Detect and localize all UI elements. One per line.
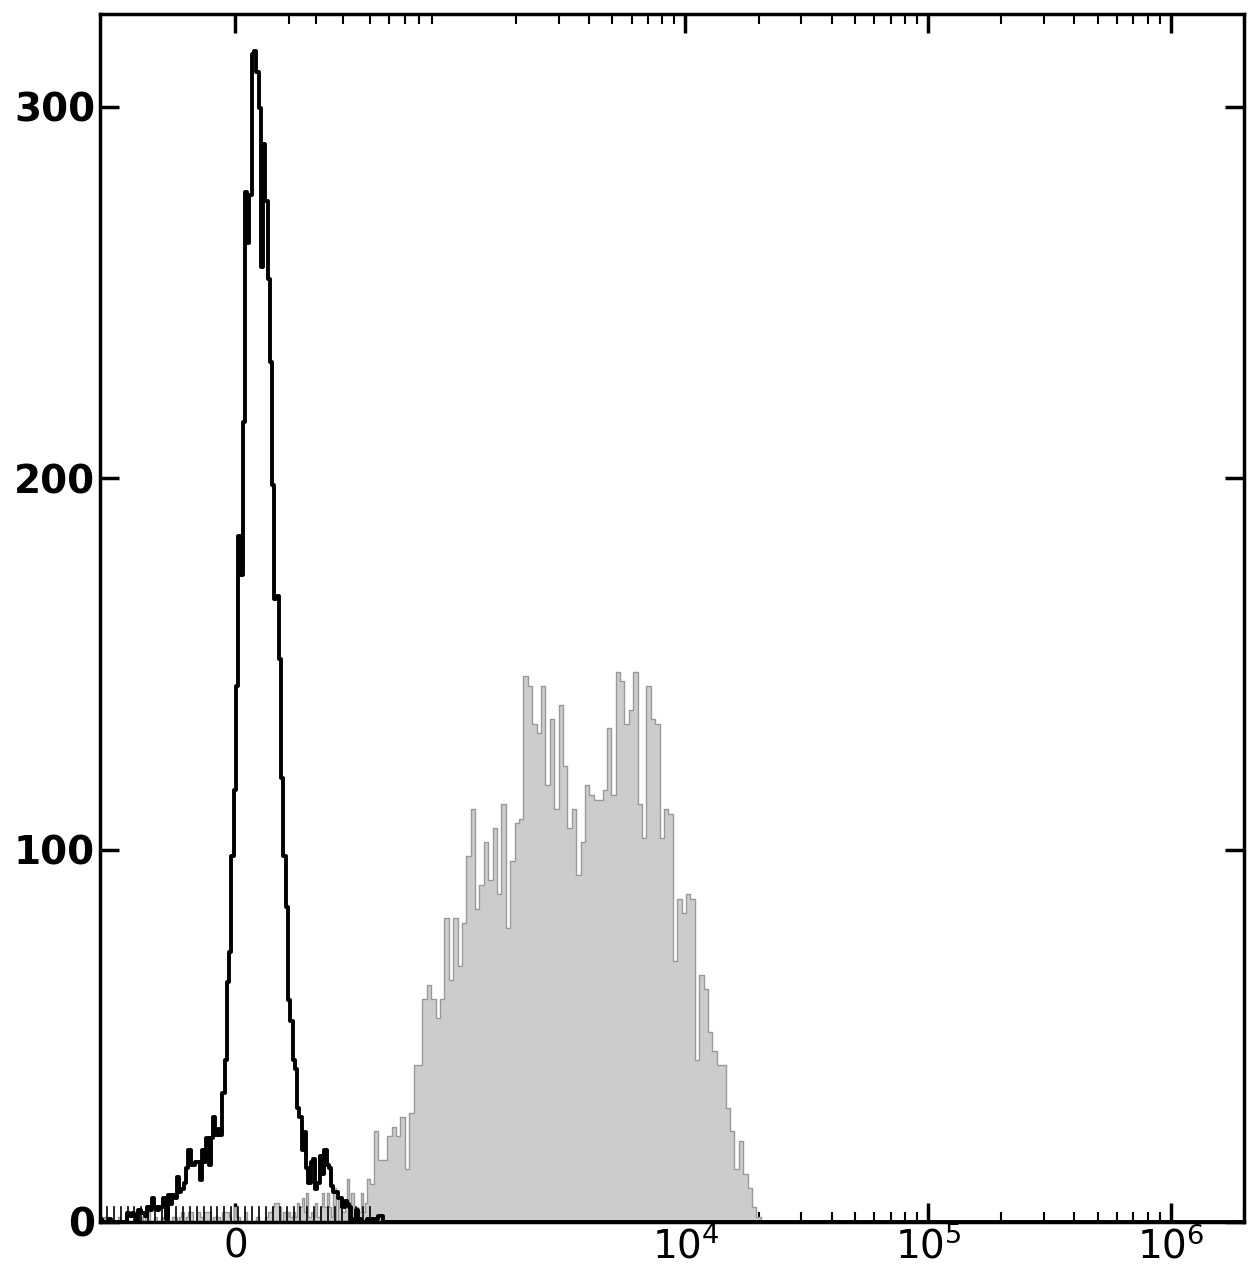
Polygon shape xyxy=(99,672,1244,1221)
